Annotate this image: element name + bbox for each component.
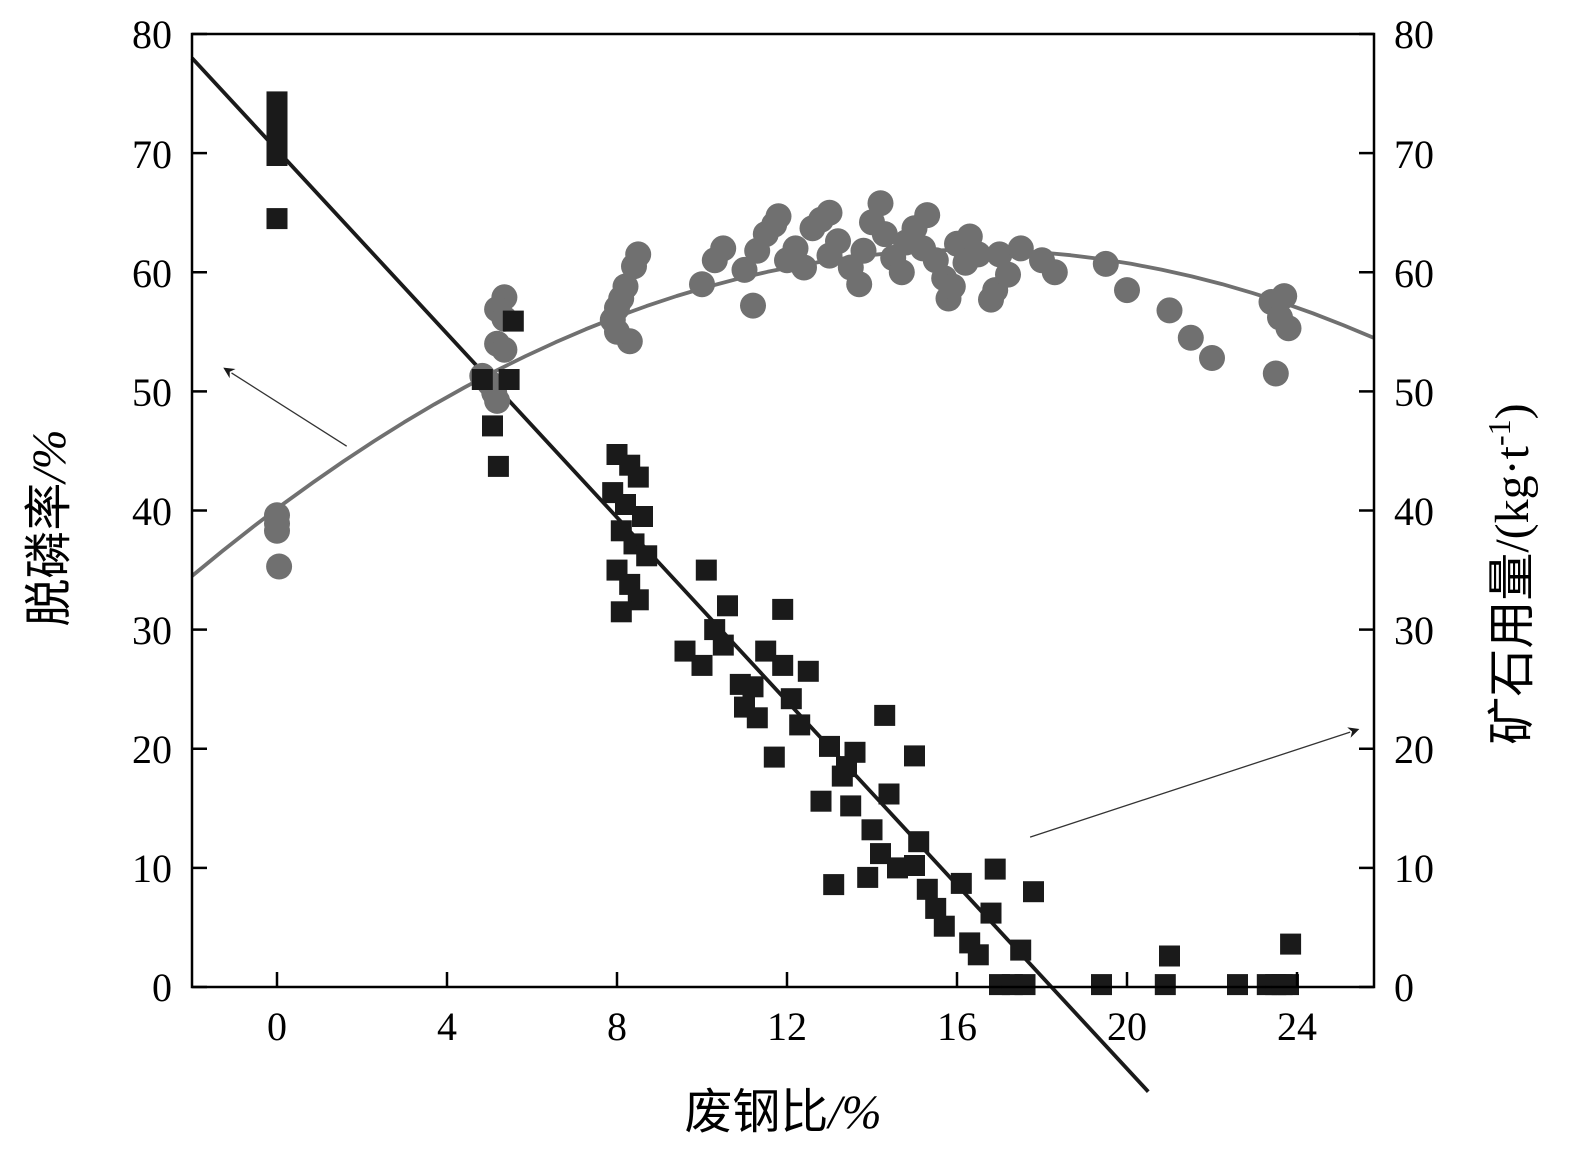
svg-text:60: 60 xyxy=(132,251,172,296)
svg-text:80: 80 xyxy=(132,12,172,57)
svg-text:70: 70 xyxy=(1394,132,1434,177)
svg-text:50: 50 xyxy=(132,370,172,415)
svg-text:10: 10 xyxy=(1394,846,1434,891)
svg-text:20: 20 xyxy=(1394,727,1434,772)
svg-text:废钢比/%: 废钢比/% xyxy=(684,1086,881,1139)
svg-text:20: 20 xyxy=(1107,1004,1147,1049)
svg-text:12: 12 xyxy=(767,1004,807,1049)
svg-text:0: 0 xyxy=(1394,965,1414,1010)
svg-text:脱磷率/%: 脱磷率/% xyxy=(23,429,76,626)
svg-text:80: 80 xyxy=(1394,12,1434,57)
svg-text:70: 70 xyxy=(132,132,172,177)
svg-text:40: 40 xyxy=(132,489,172,534)
svg-text:4: 4 xyxy=(437,1004,457,1049)
svg-text:0: 0 xyxy=(267,1004,287,1049)
svg-text:60: 60 xyxy=(1394,251,1434,296)
svg-text:16: 16 xyxy=(937,1004,977,1049)
svg-text:24: 24 xyxy=(1277,1004,1317,1049)
svg-text:30: 30 xyxy=(1394,608,1434,653)
svg-text:30: 30 xyxy=(132,608,172,653)
svg-text:8: 8 xyxy=(607,1004,627,1049)
svg-text:40: 40 xyxy=(1394,489,1434,534)
svg-text:20: 20 xyxy=(132,727,172,772)
svg-text:0: 0 xyxy=(152,965,172,1010)
svg-text:10: 10 xyxy=(132,846,172,891)
svg-text:50: 50 xyxy=(1394,370,1434,415)
svg-text:矿石用量/(kg·t-1): 矿石用量/(kg·t-1) xyxy=(1481,403,1539,744)
